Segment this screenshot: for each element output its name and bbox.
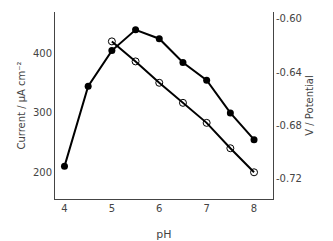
svg-text:-0.60: -0.60	[276, 13, 302, 24]
svg-text:5: 5	[109, 203, 115, 214]
svg-text:400: 400	[33, 48, 52, 59]
svg-text:300: 300	[33, 107, 52, 118]
svg-text:200: 200	[33, 167, 52, 178]
svg-text:V / Potential: V / Potential	[304, 75, 315, 135]
svg-text:pH: pH	[156, 228, 171, 241]
svg-text:Current / μA cm⁻²: Current / μA cm⁻²	[16, 61, 27, 149]
svg-text:4: 4	[61, 203, 67, 214]
svg-text:6: 6	[156, 203, 162, 214]
svg-text:-0.64: -0.64	[276, 67, 302, 78]
svg-text:-0.68: -0.68	[276, 120, 302, 131]
svg-text:7: 7	[203, 203, 209, 214]
svg-text:-0.72: -0.72	[276, 173, 302, 184]
svg-text:8: 8	[251, 203, 257, 214]
